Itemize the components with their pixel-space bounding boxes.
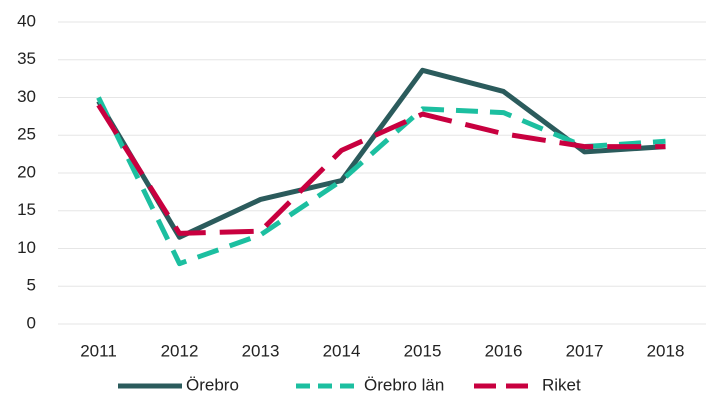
x-tick-label: 2018 xyxy=(647,341,685,360)
x-tick-label: 2013 xyxy=(242,341,280,360)
x-tick-label: 2016 xyxy=(485,341,523,360)
x-tick-label: 2012 xyxy=(161,341,199,360)
y-tick-label: 35 xyxy=(17,49,36,68)
y-tick-label: 0 xyxy=(27,313,36,332)
series-line xyxy=(96,96,666,267)
series-line xyxy=(96,67,666,240)
y-tick-label: 30 xyxy=(17,87,36,106)
y-tick-label: 5 xyxy=(27,276,36,295)
legend-label: Örebro xyxy=(186,375,239,394)
y-tick-label: 20 xyxy=(17,162,36,181)
series-line xyxy=(96,103,666,236)
legend-label: Örebro län xyxy=(364,375,444,394)
legend-label: Riket xyxy=(542,375,581,394)
x-tick-label: 2011 xyxy=(80,341,117,360)
y-tick-label: 10 xyxy=(17,238,36,257)
x-tick-label: 2015 xyxy=(404,341,442,360)
x-tick-label: 2017 xyxy=(566,341,604,360)
y-tick-label: 25 xyxy=(17,125,36,144)
y-tick-label: 15 xyxy=(17,200,36,219)
y-tick-label: 40 xyxy=(17,11,36,30)
x-tick-label: 2014 xyxy=(323,341,361,360)
